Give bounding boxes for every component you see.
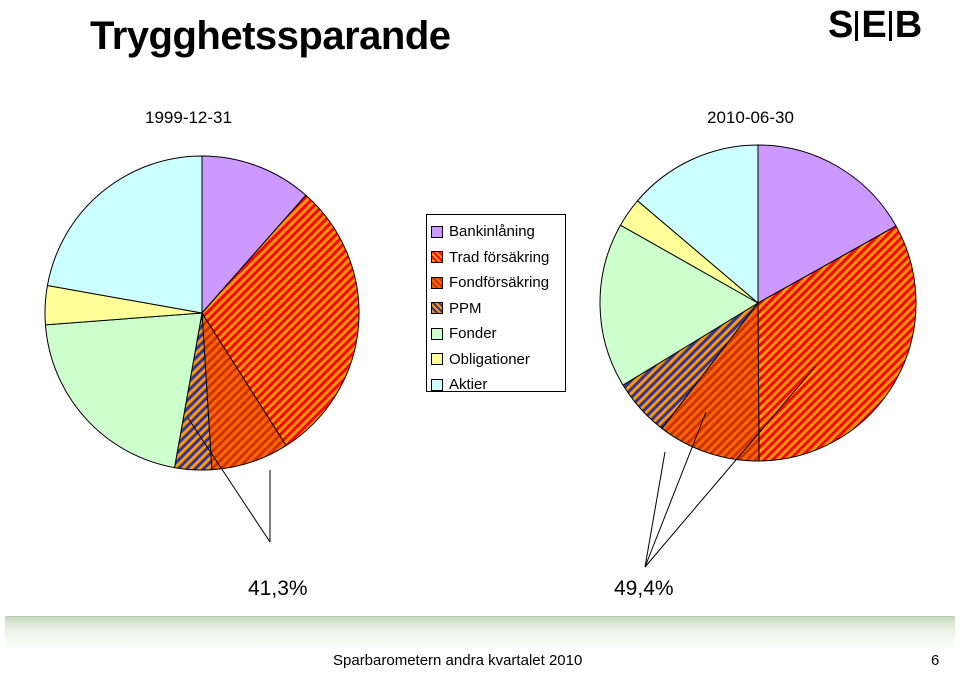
left-pie-slice-aktier [46, 155, 203, 314]
legend-label: Fonder [449, 325, 497, 343]
page-title: Trygghetssparande [90, 14, 451, 58]
logo-separator [888, 10, 892, 41]
page-number: 6 [931, 652, 940, 669]
legend-label: Fondförsäkring [449, 274, 550, 292]
right-pie-slice-trad-f-rs-kring [757, 225, 917, 462]
right-leader-line [644, 411, 707, 568]
legend-swatch [431, 276, 443, 289]
legend-label: Bankinlåning [449, 223, 535, 241]
legend-swatch [431, 353, 443, 366]
logo-letter-b: B [894, 4, 922, 46]
seb-logo: S E B [828, 4, 922, 47]
legend-label: Obligationer [449, 350, 530, 368]
left-chart-date: 1999-12-31 [145, 108, 232, 127]
right-pie [599, 144, 917, 462]
left-pie-slice-trad-f-rs-kring [201, 194, 360, 447]
legend-item: Aktier [431, 372, 565, 398]
logo-letter-e: E [861, 4, 886, 46]
legend-label: Aktier [449, 376, 488, 394]
left-leader-line [187, 417, 271, 543]
left-pie [44, 155, 360, 471]
legend-swatch [431, 225, 443, 238]
left-pie-share-label: 41,3% [248, 577, 308, 600]
right-pie-slice-aktier [636, 144, 759, 305]
right-leader-line [644, 451, 666, 568]
right-leader-line [644, 366, 816, 568]
right-pie-slice-bankinl-ning [757, 144, 897, 304]
right-chart-date: 2010-06-30 [707, 108, 794, 127]
right-pie-slice-fondf-rs-kring [661, 301, 760, 462]
legend-item: Trad försäkring [431, 245, 565, 271]
right-pie-share-label: 49,4% [614, 577, 674, 600]
legend-label: Trad försäkring [449, 248, 550, 266]
legend-item: Bankinlåning [431, 219, 565, 245]
legend-item: Fondförsäkring [431, 270, 565, 296]
left-pie-slice-bankinl-ning [201, 155, 307, 315]
legend-item: Obligationer [431, 347, 565, 373]
chart-legend: Bankinlåning Trad försäkring Fondförsäkrin… [426, 214, 566, 393]
legend-swatch [431, 378, 443, 391]
logo-letter-s: S [828, 4, 853, 46]
legend-swatch [431, 251, 443, 264]
footer-bar [5, 616, 955, 677]
right-pie-slice-fonder [599, 224, 759, 386]
legend-item: PPM [431, 296, 565, 322]
left-pie-slice-fonder [44, 312, 203, 469]
legend-label: PPM [449, 299, 482, 317]
logo-separator [855, 10, 859, 41]
footer-text: Sparbarometern andra kvartalet 2010 [333, 652, 583, 669]
legend-item: Fonder [431, 321, 565, 347]
legend-swatch [431, 327, 443, 340]
legend-swatch [431, 302, 443, 315]
